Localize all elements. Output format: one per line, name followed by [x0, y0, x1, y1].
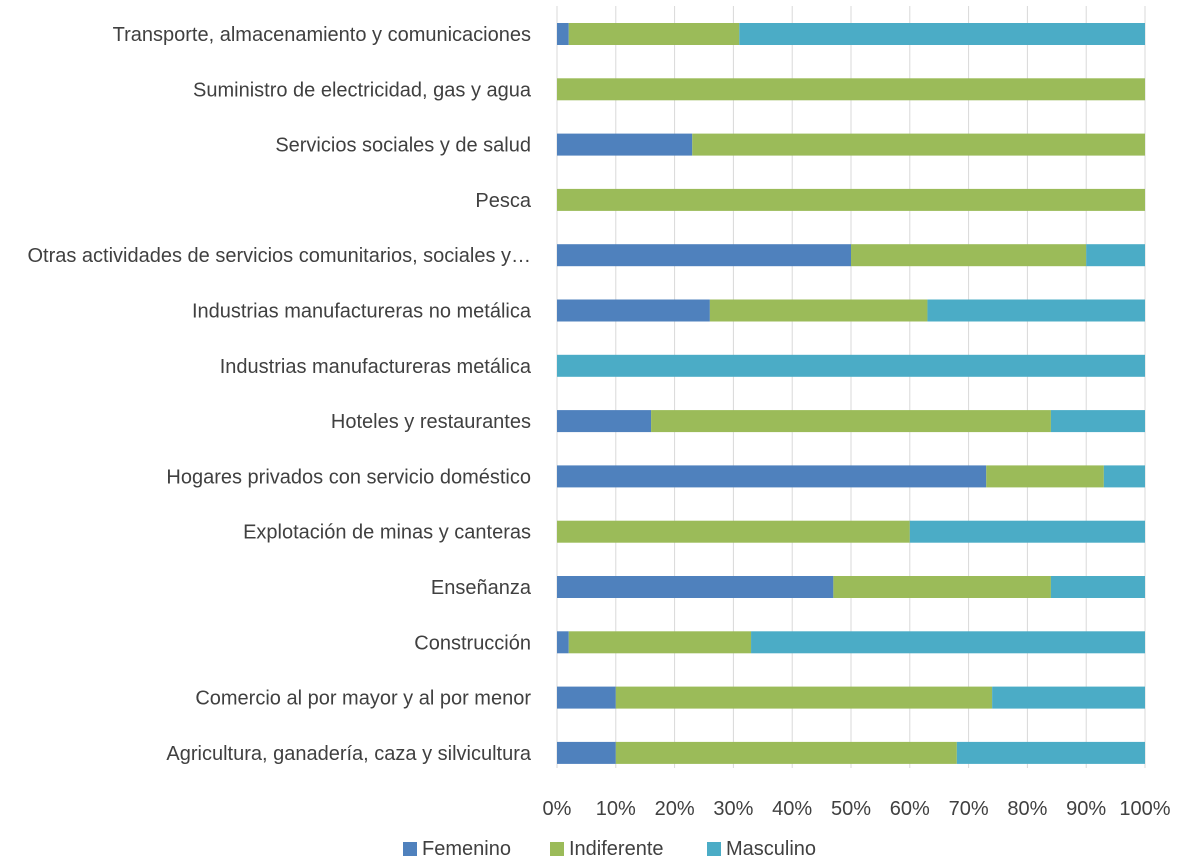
gridlines — [556, 6, 1146, 768]
bar-segment-indiferente — [615, 741, 957, 764]
bar-segment-indiferente — [851, 244, 1087, 267]
x-tick-label: 20% — [655, 798, 695, 820]
bar-segment-indiferente — [833, 576, 1051, 598]
x-tick-label: 70% — [949, 798, 989, 820]
bar-segment-masculino — [1086, 244, 1145, 267]
category-label: Suministro de electricidad, gas y agua — [193, 79, 532, 101]
category-label: Hoteles y restaurantes — [331, 411, 531, 433]
legend-label: Masculino — [726, 838, 816, 859]
x-tick-label: 100% — [1119, 798, 1170, 820]
bar-segment-femenino — [557, 410, 652, 433]
bar-segment-masculino — [1103, 465, 1145, 488]
x-tick-label: 50% — [831, 798, 871, 820]
category-label: Pesca — [475, 190, 531, 212]
category-label: Construcción — [414, 632, 531, 654]
bar-segment-indiferente — [557, 78, 1145, 101]
legend: Femenino Indiferente Masculino — [403, 838, 816, 859]
bar-segment-femenino — [557, 686, 616, 709]
bar-segment-masculino — [1050, 576, 1145, 598]
category-label: Industrias manufactureras no metálica — [192, 301, 532, 323]
category-label: Explotación de minas y canteras — [243, 522, 531, 544]
category-label: Comercio al por mayor y al por menor — [195, 688, 531, 710]
bar-segment-femenino — [557, 631, 569, 654]
x-tick-label: 40% — [772, 798, 812, 820]
bar-segment-indiferente — [568, 631, 752, 654]
legend-label: Indiferente — [569, 838, 664, 859]
category-label: Servicios sociales y de salud — [275, 135, 531, 157]
bar-segment-masculino — [927, 299, 1145, 322]
legend-label: Femenino — [422, 838, 511, 859]
bar-segment-masculino — [751, 631, 1145, 654]
bar-segment-indiferente — [651, 410, 1051, 433]
x-tick-label: 60% — [890, 798, 930, 820]
legend-swatch-indiferente — [550, 842, 564, 856]
bar-segment-femenino — [557, 299, 710, 322]
bar-segment-indiferente — [568, 23, 740, 45]
bar-segment-indiferente — [692, 133, 1145, 156]
category-labels: Transporte, almacenamiento y comunicacio… — [27, 24, 531, 765]
x-tick-label: 90% — [1066, 798, 1106, 820]
bar-segment-masculino — [557, 354, 1145, 377]
bar-segment-indiferente — [986, 465, 1104, 488]
x-tick-label: 30% — [713, 798, 753, 820]
category-label: Transporte, almacenamiento y comunicacio… — [113, 24, 531, 46]
bar-segment-femenino — [557, 741, 616, 764]
legend-swatch-masculino — [707, 842, 721, 856]
x-tick-label: 10% — [596, 798, 636, 820]
bar-segment-masculino — [1050, 410, 1145, 433]
bar-segment-femenino — [557, 465, 987, 488]
category-label: Enseñanza — [431, 577, 532, 599]
category-label: Industrias manufactureras metálica — [220, 356, 532, 378]
bar-segment-femenino — [557, 244, 851, 267]
category-label: Otras actividades de servicios comunitar… — [27, 245, 531, 267]
bar-segment-indiferente — [615, 686, 993, 709]
x-axis-tick-labels: 0% 10% 20% 30% 40% 50% 60% 70% 80% 90% 100% — [543, 798, 1171, 820]
bar-segment-masculino — [909, 520, 1145, 543]
bar-segment-femenino — [557, 133, 693, 156]
x-tick-label: 0% — [543, 798, 572, 820]
bar-segment-masculino — [956, 741, 1145, 764]
legend-swatch-femenino — [403, 842, 417, 856]
x-tick-label: 80% — [1007, 798, 1047, 820]
category-label: Agricultura, ganadería, caza y silvicult… — [166, 743, 531, 765]
bars — [557, 23, 1145, 764]
category-label: Hogares privados con servicio doméstico — [166, 466, 531, 488]
bar-segment-indiferente — [557, 188, 1145, 211]
bar-segment-masculino — [739, 23, 1145, 45]
bar-segment-femenino — [557, 23, 569, 45]
bar-segment-femenino — [557, 576, 834, 598]
bar-segment-masculino — [992, 686, 1145, 709]
bar-segment-indiferente — [709, 299, 928, 322]
bar-segment-indiferente — [557, 520, 910, 543]
